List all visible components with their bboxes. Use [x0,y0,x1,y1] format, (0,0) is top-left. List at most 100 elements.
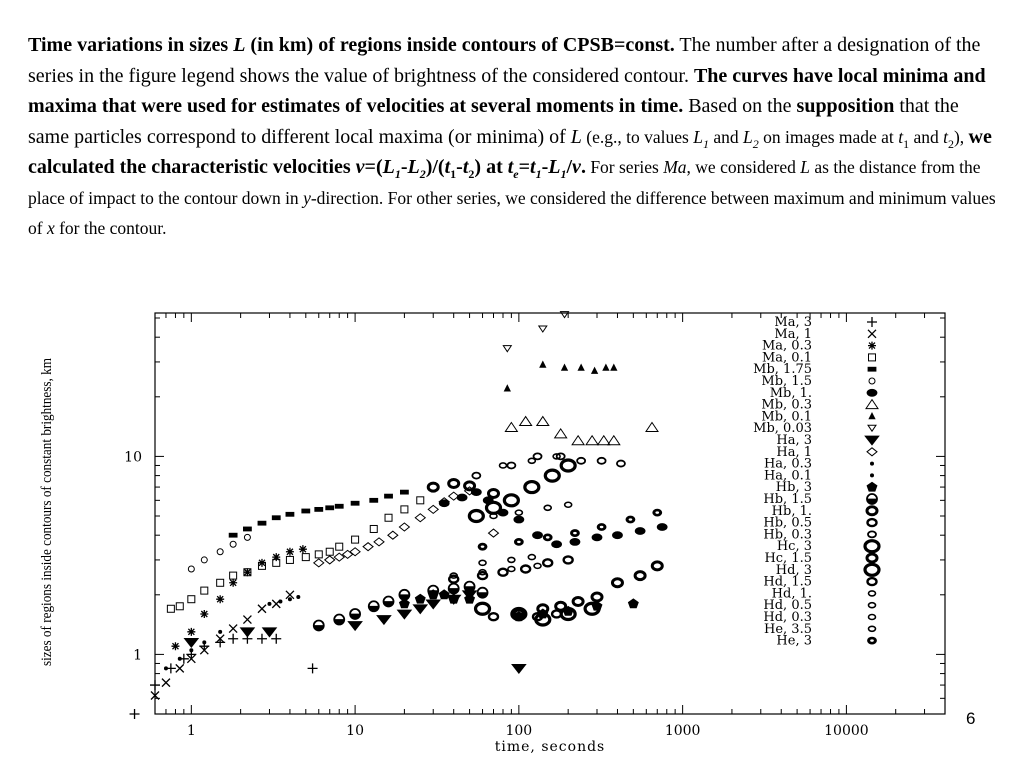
data-point [301,508,311,514]
data-point [467,508,485,524]
data-point [312,558,325,568]
legend-label: Hb, 0.5 [763,516,812,531]
data-point [513,515,525,524]
legend-label: Ma, 3 [774,315,812,330]
legend-marker [865,505,879,517]
data-point [129,709,140,719]
data-point [569,537,581,546]
data-point [341,549,354,560]
legend-label: Hc, 1.5 [764,551,812,566]
legend-label: Hd, 1.5 [763,575,812,590]
data-point [602,363,610,371]
legend-label: Mb, 1.75 [753,362,812,377]
data-point [285,547,294,556]
caption-subscript: 2 [947,136,954,151]
data-point [161,678,171,688]
data-point [187,627,196,636]
caption-text: ) at [474,156,508,178]
data-point [537,325,548,333]
data-point [555,452,566,461]
data-point [216,595,225,604]
caption-subscript: e [513,167,519,181]
legend-label: Ha, 3 [776,433,812,448]
data-point [369,497,379,503]
data-point [571,595,585,607]
data-point [257,561,266,570]
data-point [399,489,409,495]
legend-marker [868,412,876,420]
data-point [243,568,252,577]
data-point [335,542,344,551]
data-point [216,578,225,587]
data-point [416,496,425,505]
data-point [229,578,238,587]
caption-text: For series [585,157,664,177]
data-point [464,593,476,604]
caption-text: - [541,156,549,178]
data-point [333,613,346,626]
data-point [507,565,516,573]
data-point [610,577,624,589]
page-number: 6 [966,709,976,728]
data-point [325,505,335,511]
data-point [527,457,537,465]
legend-label: Hb, 1. [772,504,812,519]
legend-marker [867,424,877,433]
data-point [633,570,647,582]
data-point [384,513,393,522]
data-point [596,434,611,446]
data-point [551,540,563,549]
x-tick-label: 1000 [665,723,701,739]
data-point [552,453,561,460]
data-point [228,624,238,634]
data-point [518,415,533,427]
legend-marker [867,613,877,621]
legend-marker [870,461,875,466]
caption-text: L [800,157,810,177]
legend-marker [870,473,875,478]
data-point [369,524,378,533]
data-point [427,504,440,515]
data-point [199,645,209,655]
x-axis-label: time, seconds [495,739,605,755]
data-point [438,497,451,507]
data-point [563,501,573,509]
data-point [261,627,278,638]
data-point [438,589,450,600]
data-point [426,481,440,493]
data-point [539,360,547,368]
caption-text: L [407,156,420,178]
data-point [200,586,209,595]
data-point [543,468,561,483]
data-point [616,459,626,468]
caption-text: t [943,126,948,147]
data-point [325,547,334,556]
data-point [507,556,516,564]
data-point [400,505,409,514]
data-point [596,523,607,531]
legend-label: Ma, 1 [774,327,812,342]
x-tick-label: 10 [346,723,364,739]
caption-subscript: 1 [903,136,910,151]
legend-marker [864,435,880,446]
legend-marker [865,552,879,564]
data-point [239,627,256,638]
data-point [186,654,196,664]
legend-marker [868,341,876,350]
data-point [229,571,238,580]
caption-text: y [303,187,311,208]
data-point [347,621,363,632]
caption-text: on images made at [758,126,899,147]
legend-marker [867,366,877,372]
legend-label: Mb, 1. [770,386,812,401]
data-point [387,530,399,540]
y-tick-label: 1 [133,647,142,663]
data-point [535,415,550,427]
legend-label: Ha, 1 [776,445,812,460]
data-point [532,531,543,540]
caption-text: )/( [425,156,445,178]
data-point [531,612,544,622]
data-point [562,555,574,565]
legend-label: Hd, 0.5 [763,598,812,613]
y-tick-label: 10 [124,449,142,465]
